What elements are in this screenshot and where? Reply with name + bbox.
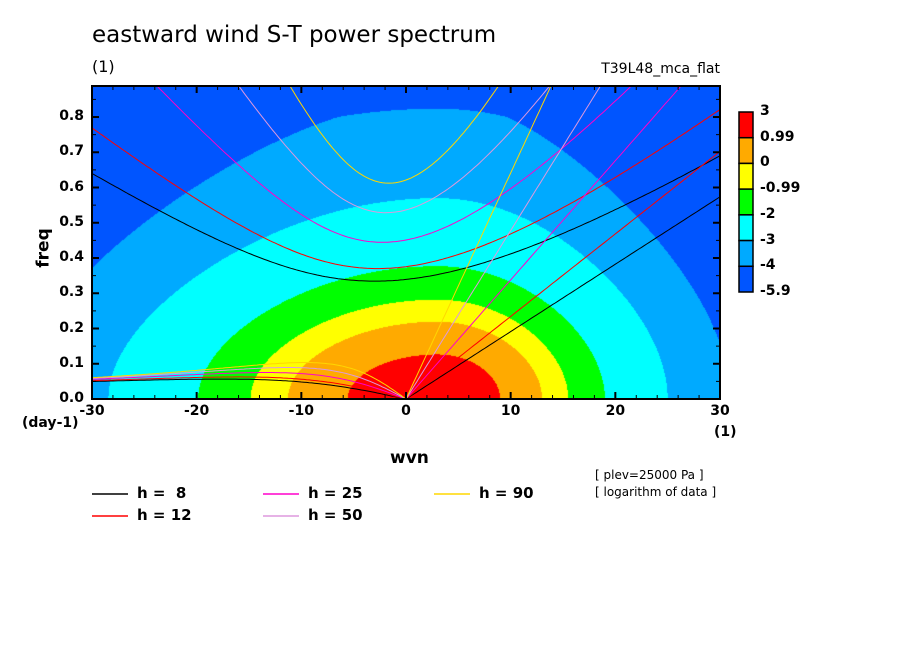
legend-label: h = 90 [479,484,534,502]
x-axis-label: wvn [390,448,429,468]
x-tick-label: 20 [605,403,626,419]
contour-field [92,86,720,399]
x-unit-label: (1) [714,424,737,440]
x-tick-label: 10 [500,403,521,419]
colorbar-swatch [738,265,754,293]
kelvin-curve-h50 [405,86,602,399]
y-tick-label: 0.1 [59,354,84,371]
run-label: T39L48_mca_flat [601,61,720,77]
x-tick-label: -30 [79,403,105,419]
x-tick-label: 30 [710,403,730,419]
y-tick-label: 0.2 [59,319,84,336]
colorbar-label: -5.9 [760,283,791,299]
plot-frame [91,85,721,400]
chart-subtitle: (1) [92,57,115,76]
colorbar-label: 0.99 [760,128,795,145]
y-tick-label: 0.4 [59,249,84,265]
x-tick-label: 0 [401,403,411,419]
note-log: [ logarithm of data ] [595,485,717,499]
ig-curve-h90 [289,86,500,184]
rossby-curve-h90 [92,362,407,399]
colorbar-swatch [738,136,754,165]
kelvin-curve-h90 [405,86,552,399]
colorbar-label: 3 [760,103,770,119]
kelvin-curve-h12 [405,151,720,399]
ig-curve-h12 [92,109,720,270]
ig-curve-h50 [238,86,551,214]
legend-label: h = 50 [308,506,363,524]
colorbar-label: -2 [760,205,776,222]
y-tick-label: 0.0 [59,390,84,406]
colorbar-swatch [738,188,754,216]
y-unit-label: (day-1) [22,415,79,431]
x-tick-label: -10 [288,403,314,419]
colorbar-swatch [738,111,754,139]
colorbar-label: -0.99 [760,180,801,197]
note-plev: [ plev=25000 Pa ] [595,468,704,482]
colorbar-swatch [738,239,754,268]
y-tick-label: 0.5 [59,213,84,230]
rossby-curve-h25 [92,372,407,399]
kelvin-curve-h8 [405,196,720,399]
colorbar-label: -4 [760,257,776,274]
legend-label: h = 25 [308,484,363,502]
dispersion-curves [92,86,720,399]
colorbar-label: -3 [760,231,776,248]
x-tick-label: -20 [184,403,210,419]
y-tick-label: 0.8 [59,108,84,125]
rossby-curve-h12 [92,376,407,399]
ig-curve-h25 [156,86,633,243]
chart-title: eastward wind S-T power spectrum [92,22,497,48]
rossby-curve-h8 [92,378,407,399]
y-tick-label: 0.7 [59,143,84,160]
colorbar-swatch [738,162,754,190]
colorbar-label: 0 [760,154,770,171]
y-tick-label: 0.6 [59,178,84,195]
ig-curve-h8 [92,155,720,282]
y-tick-label: 0.3 [59,284,84,301]
rossby-curve-h50 [92,367,407,399]
kelvin-curve-h25 [405,86,682,399]
colorbar-swatch [738,214,754,242]
legend-label: h = 12 [137,506,192,524]
legend-label: h = 8 [137,484,187,502]
